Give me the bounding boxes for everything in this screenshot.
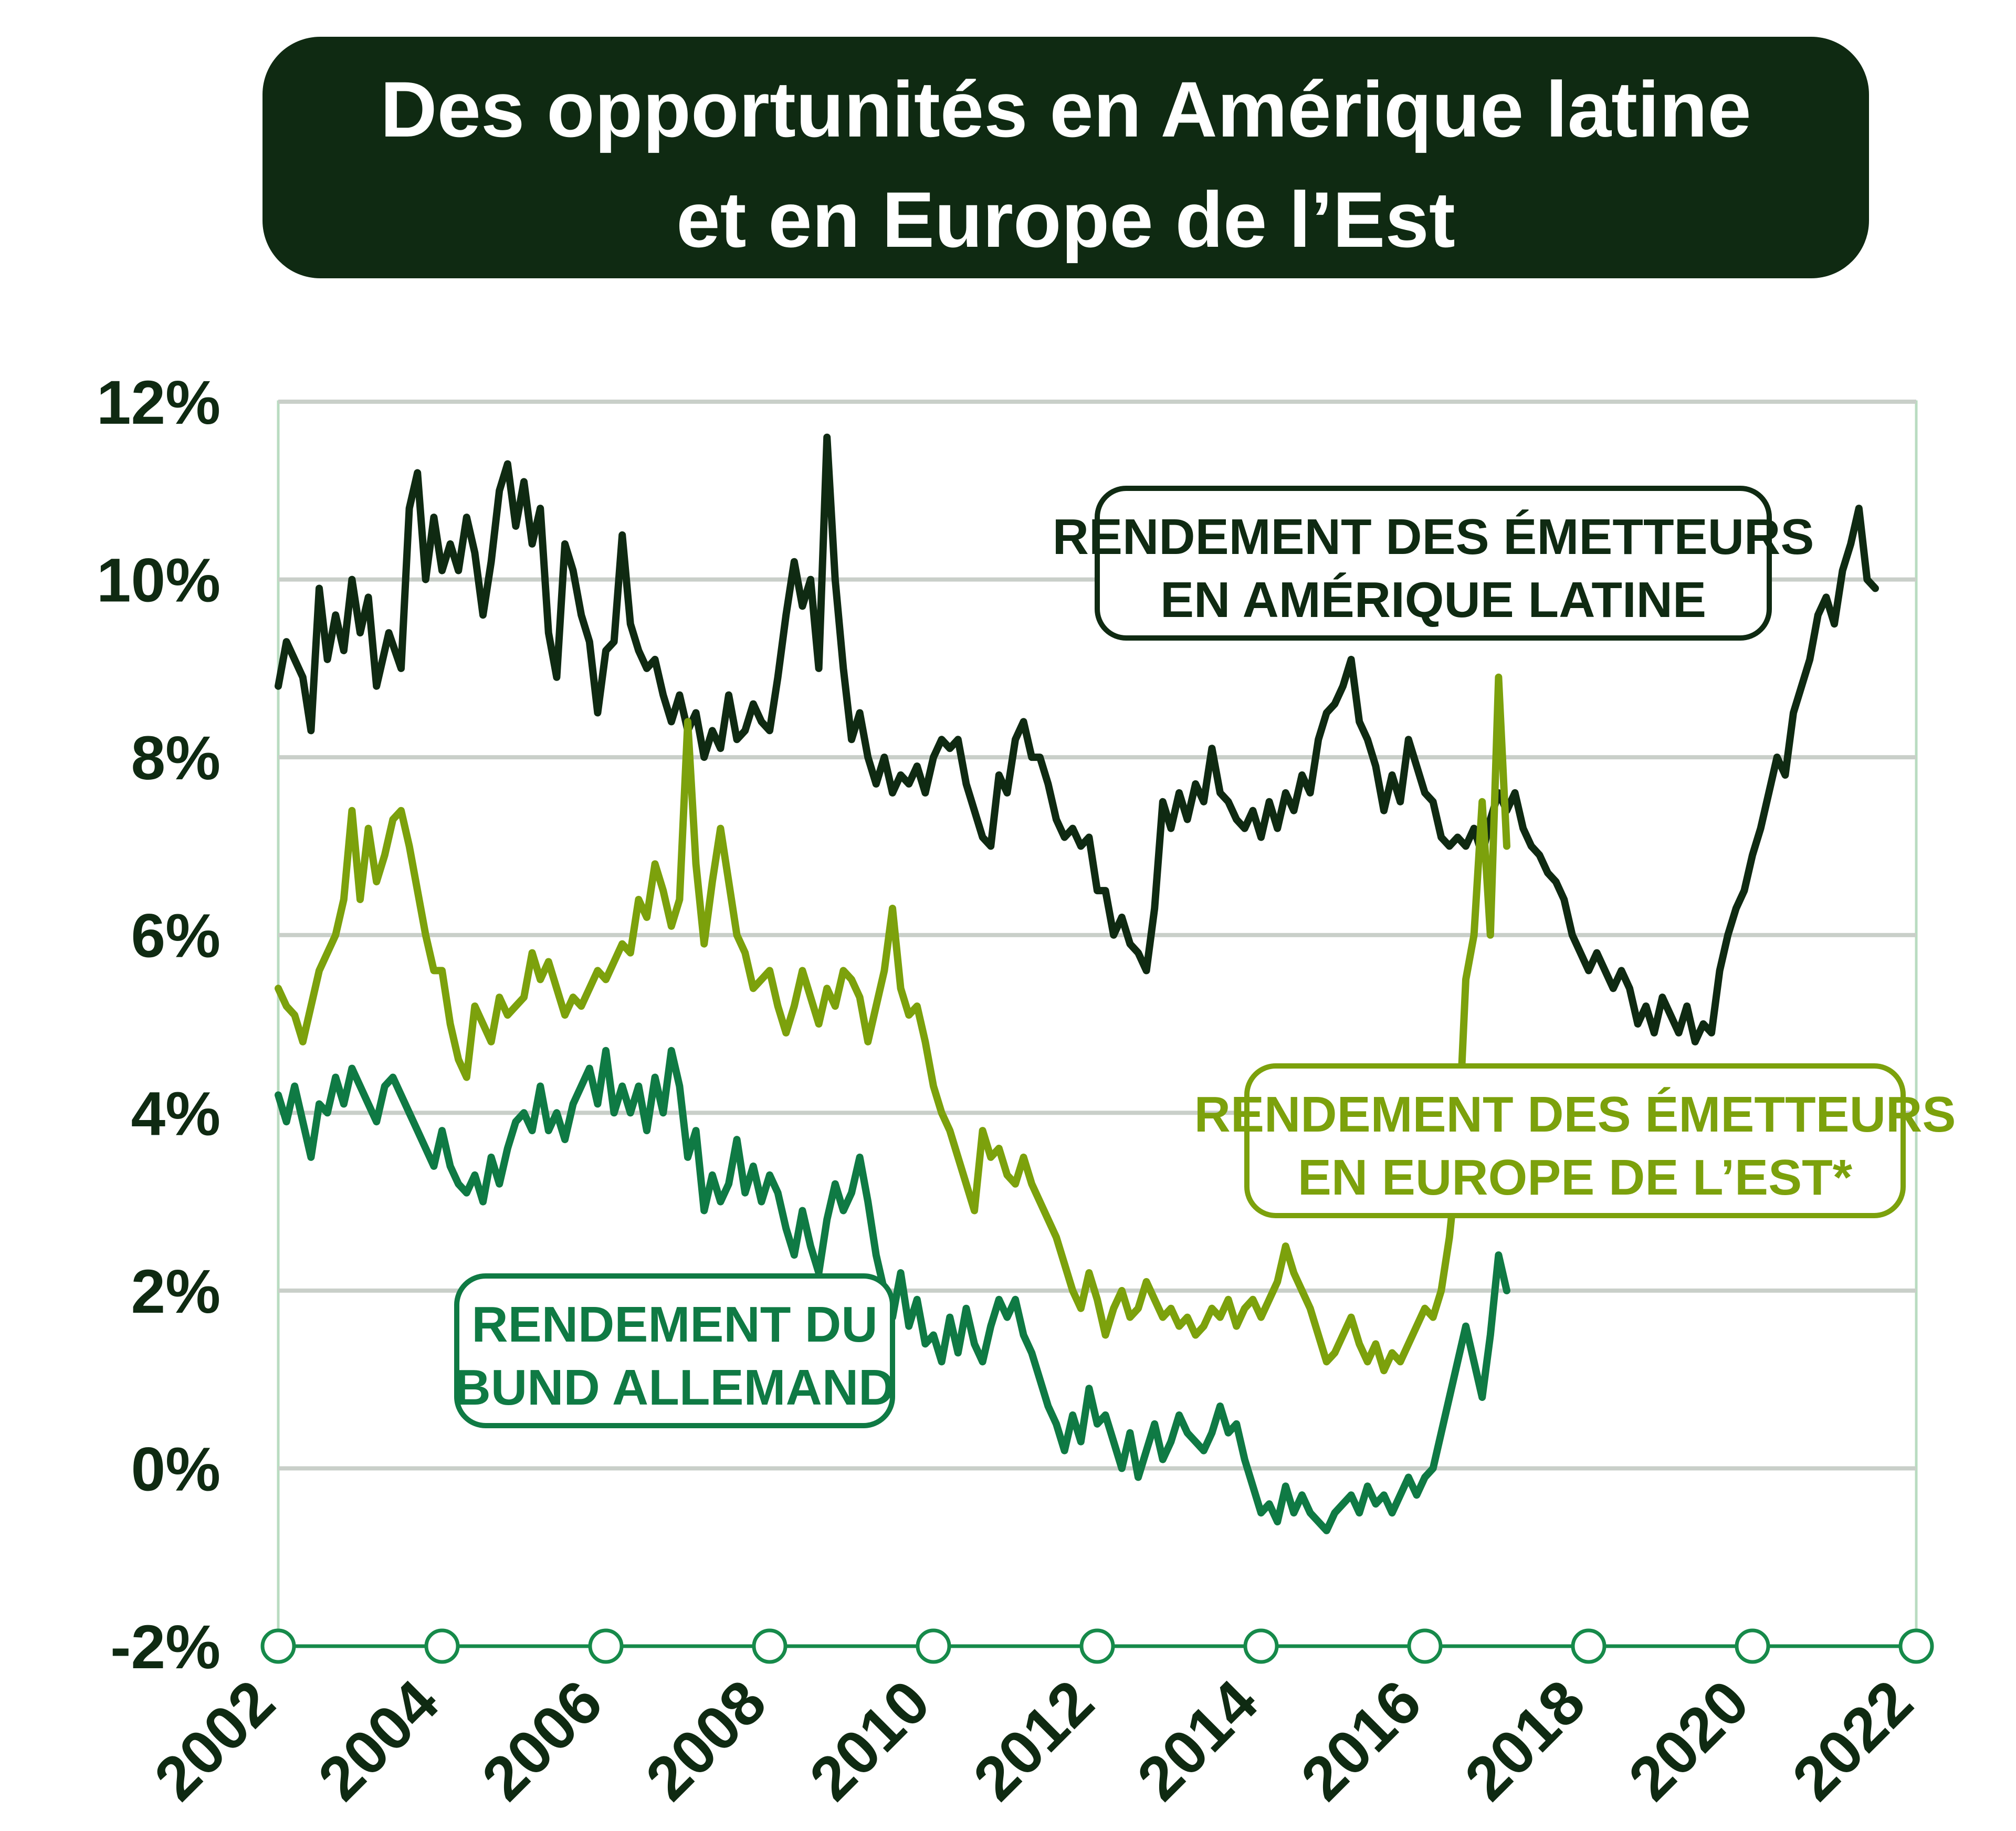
- series-line-1: [275, 673, 1510, 1375]
- x-tick-marker: [1407, 1628, 1443, 1664]
- x-tick-marker: [424, 1628, 460, 1664]
- x-tick-marker: [260, 1628, 296, 1664]
- x-tick-label: 2006: [469, 1667, 615, 1814]
- title-background: [262, 37, 1869, 278]
- east-europe-label-box: [1244, 1063, 1906, 1218]
- x-tick-marker: [1898, 1628, 1934, 1664]
- x-tick-marker: [1571, 1628, 1606, 1664]
- bund-label-box: [454, 1273, 895, 1428]
- y-tick-label: 12%: [97, 368, 220, 437]
- chart-title-line-2: et en Europe de l’Est: [676, 175, 1455, 264]
- y-axis-labels: 12% 10% 8% 6% 4% 2% 0% -2%: [97, 368, 220, 1682]
- x-tick-label: 2010: [796, 1667, 943, 1814]
- y-tick-label: 6%: [131, 902, 220, 971]
- x-tick-label: 2002: [141, 1667, 288, 1814]
- x-tick-marker: [588, 1628, 624, 1664]
- y-tick-label: 4%: [131, 1079, 220, 1148]
- y-tick-label: 0%: [131, 1435, 220, 1504]
- latam-label: RENDEMENT DES ÉMETTEURS EN AMÉRIQUE LATI…: [1053, 486, 1814, 641]
- x-axis: 2002 2004 2006 2008 2010 2012 2014 2016 2018 2020…: [141, 1628, 1934, 1814]
- latam-label-line-1: RENDEMENT DES ÉMETTEURS: [1053, 509, 1814, 565]
- east-europe-label: RENDEMENT DES ÉMETTEURS EN EUROPE DE L’E…: [1194, 1063, 1956, 1218]
- x-tick-marker: [752, 1628, 788, 1664]
- x-tick-marker: [1079, 1628, 1115, 1664]
- x-tick-label: 2004: [305, 1667, 452, 1814]
- y-tick-label: 10%: [97, 546, 220, 615]
- y-tick-label: -2%: [110, 1613, 220, 1682]
- y-tick-label: 2%: [131, 1257, 220, 1326]
- bund-label: RENDEMENT DU BUND ALLEMAND: [454, 1273, 895, 1428]
- x-tick-label: 2008: [633, 1667, 779, 1814]
- x-tick-label: 2020: [1615, 1667, 1762, 1814]
- east-europe-label-line-2: EN EUROPE DE L’EST*: [1298, 1149, 1853, 1206]
- x-tick-label: 2014: [1124, 1667, 1270, 1814]
- x-tick-label: 2018: [1452, 1667, 1598, 1814]
- x-tick-label: 2016: [1288, 1667, 1434, 1814]
- x-tick-marker: [1735, 1628, 1770, 1664]
- y-tick-label: 8%: [131, 724, 220, 793]
- x-tick-marker: [1243, 1628, 1279, 1664]
- chart-title-line-1: Des opportunités en Amérique latine: [380, 65, 1751, 153]
- x-tick-label: 2012: [960, 1667, 1107, 1814]
- bund-label-line-1: RENDEMENT DU: [471, 1296, 877, 1353]
- latam-label-line-2: EN AMÉRIQUE LATINE: [1160, 572, 1706, 628]
- x-tick-label: 2022: [1779, 1667, 1926, 1814]
- title-banner: Des opportunités en Amérique latine et e…: [262, 37, 1869, 278]
- series-line-0: [275, 433, 1879, 1045]
- bund-label-line-2: BUND ALLEMAND: [454, 1359, 895, 1416]
- east-europe-label-line-1: RENDEMENT DES ÉMETTEURS: [1194, 1086, 1956, 1143]
- x-tick-marker: [916, 1628, 951, 1664]
- latam-label-box: [1095, 486, 1772, 641]
